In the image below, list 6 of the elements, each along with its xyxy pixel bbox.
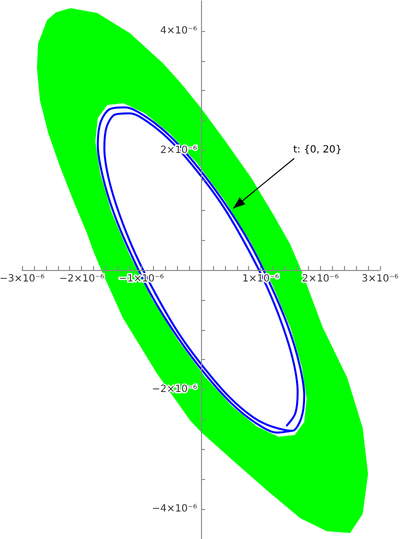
annotation: t: {0, 20} — [293, 144, 342, 156]
y-tick-label: −4×10⁻⁶ — [152, 504, 197, 515]
x-tick-label: −2×10⁻⁶ — [59, 274, 104, 284]
y-tick-label: 4×10⁻⁶ — [160, 25, 197, 36]
x-tick-label: −3×10⁻⁶ — [0, 274, 45, 284]
x-tick-label: 3×10⁻⁶ — [362, 274, 398, 284]
